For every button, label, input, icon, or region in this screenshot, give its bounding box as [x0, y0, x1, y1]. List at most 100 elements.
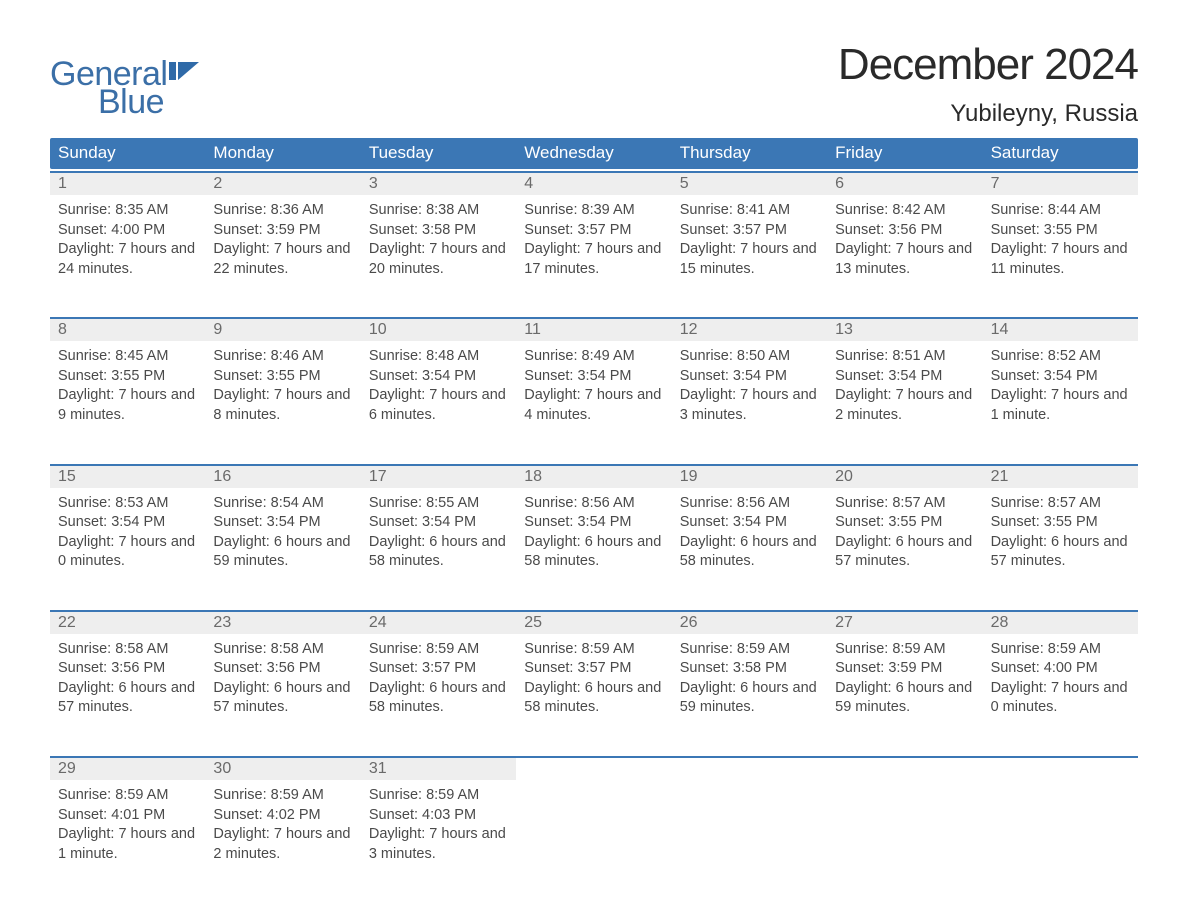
daylight-line: Daylight: 7 hours and 13 minutes.	[835, 240, 974, 279]
sunrise-line: Sunrise: 8:38 AM	[369, 201, 508, 221]
weekday-header: Friday	[827, 138, 982, 169]
daylight-line: Daylight: 7 hours and 2 minutes.	[213, 825, 352, 864]
location-label: Yubileyny, Russia	[838, 100, 1138, 128]
day-number: 17	[361, 466, 516, 488]
sunset-line: Sunset: 3:57 PM	[680, 221, 819, 241]
sunrise-line: Sunrise: 8:36 AM	[213, 201, 352, 221]
day-cell: .	[827, 758, 982, 888]
day-number: 1	[50, 173, 205, 195]
sunrise-line: Sunrise: 8:59 AM	[680, 640, 819, 660]
day-body: Sunrise: 8:36 AMSunset: 3:59 PMDaylight:…	[205, 195, 360, 303]
day-number: 18	[516, 466, 671, 488]
sunrise-line: Sunrise: 8:59 AM	[524, 640, 663, 660]
day-cell: .	[983, 758, 1138, 888]
sunrise-line: Sunrise: 8:56 AM	[680, 494, 819, 514]
sunset-line: Sunset: 4:00 PM	[991, 659, 1130, 679]
day-number: 29	[50, 758, 205, 780]
day-cell: 12Sunrise: 8:50 AMSunset: 3:54 PMDayligh…	[672, 319, 827, 449]
day-number: 25	[516, 612, 671, 634]
day-body: Sunrise: 8:42 AMSunset: 3:56 PMDaylight:…	[827, 195, 982, 303]
day-body: Sunrise: 8:38 AMSunset: 3:58 PMDaylight:…	[361, 195, 516, 303]
day-cell: 7Sunrise: 8:44 AMSunset: 3:55 PMDaylight…	[983, 173, 1138, 303]
day-cell: 24Sunrise: 8:59 AMSunset: 3:57 PMDayligh…	[361, 612, 516, 742]
logo-flag-icon	[169, 62, 199, 87]
day-body	[516, 780, 671, 810]
day-number: 10	[361, 319, 516, 341]
daylight-line: Daylight: 7 hours and 4 minutes.	[524, 386, 663, 425]
day-number: 7	[983, 173, 1138, 195]
day-body: Sunrise: 8:59 AMSunset: 3:59 PMDaylight:…	[827, 634, 982, 742]
week-row: 1Sunrise: 8:35 AMSunset: 4:00 PMDaylight…	[50, 171, 1138, 303]
day-cell: 17Sunrise: 8:55 AMSunset: 3:54 PMDayligh…	[361, 466, 516, 596]
daylight-line: Daylight: 7 hours and 3 minutes.	[680, 386, 819, 425]
daylight-line: Daylight: 7 hours and 15 minutes.	[680, 240, 819, 279]
day-cell: 10Sunrise: 8:48 AMSunset: 3:54 PMDayligh…	[361, 319, 516, 449]
daylight-line: Daylight: 6 hours and 58 minutes.	[369, 679, 508, 718]
header-area: General Blue December 2024 Yubileyny, Ru…	[50, 40, 1138, 128]
day-body: Sunrise: 8:59 AMSunset: 3:57 PMDaylight:…	[361, 634, 516, 742]
day-cell: 31Sunrise: 8:59 AMSunset: 4:03 PMDayligh…	[361, 758, 516, 888]
calendar: SundayMondayTuesdayWednesdayThursdayFrid…	[50, 138, 1138, 888]
day-body: Sunrise: 8:59 AMSunset: 3:57 PMDaylight:…	[516, 634, 671, 742]
week-row: 15Sunrise: 8:53 AMSunset: 3:54 PMDayligh…	[50, 464, 1138, 596]
sunrise-line: Sunrise: 8:42 AM	[835, 201, 974, 221]
daylight-line: Daylight: 7 hours and 0 minutes.	[58, 533, 197, 572]
sunset-line: Sunset: 3:56 PM	[58, 659, 197, 679]
day-cell: 28Sunrise: 8:59 AMSunset: 4:00 PMDayligh…	[983, 612, 1138, 742]
day-body: Sunrise: 8:55 AMSunset: 3:54 PMDaylight:…	[361, 488, 516, 596]
daylight-line: Daylight: 7 hours and 6 minutes.	[369, 386, 508, 425]
sunset-line: Sunset: 3:54 PM	[369, 513, 508, 533]
sunrise-line: Sunrise: 8:59 AM	[58, 786, 197, 806]
day-cell: 1Sunrise: 8:35 AMSunset: 4:00 PMDaylight…	[50, 173, 205, 303]
sunrise-line: Sunrise: 8:59 AM	[835, 640, 974, 660]
sunrise-line: Sunrise: 8:44 AM	[991, 201, 1130, 221]
day-number: 15	[50, 466, 205, 488]
sunrise-line: Sunrise: 8:48 AM	[369, 347, 508, 367]
day-number: 20	[827, 466, 982, 488]
day-number: 2	[205, 173, 360, 195]
day-cell: .	[672, 758, 827, 888]
day-number: 19	[672, 466, 827, 488]
day-number: 3	[361, 173, 516, 195]
daylight-line: Daylight: 6 hours and 57 minutes.	[58, 679, 197, 718]
week-row: 8Sunrise: 8:45 AMSunset: 3:55 PMDaylight…	[50, 317, 1138, 449]
sunset-line: Sunset: 3:54 PM	[213, 513, 352, 533]
daylight-line: Daylight: 6 hours and 57 minutes.	[835, 533, 974, 572]
sunset-line: Sunset: 3:59 PM	[835, 659, 974, 679]
sunrise-line: Sunrise: 8:35 AM	[58, 201, 197, 221]
day-body: Sunrise: 8:57 AMSunset: 3:55 PMDaylight:…	[983, 488, 1138, 596]
day-cell: 16Sunrise: 8:54 AMSunset: 3:54 PMDayligh…	[205, 466, 360, 596]
daylight-line: Daylight: 6 hours and 59 minutes.	[835, 679, 974, 718]
sunrise-line: Sunrise: 8:58 AM	[58, 640, 197, 660]
day-cell: 8Sunrise: 8:45 AMSunset: 3:55 PMDaylight…	[50, 319, 205, 449]
day-cell: 22 Sunrise: 8:58 AMSunset: 3:56 PMDayligh…	[50, 612, 205, 742]
sunset-line: Sunset: 3:54 PM	[835, 367, 974, 387]
day-cell: 26Sunrise: 8:59 AMSunset: 3:58 PMDayligh…	[672, 612, 827, 742]
daylight-line: Daylight: 6 hours and 58 minutes.	[524, 533, 663, 572]
sunset-line: Sunset: 3:55 PM	[213, 367, 352, 387]
daylight-line: Daylight: 6 hours and 58 minutes.	[680, 533, 819, 572]
sunset-line: Sunset: 3:54 PM	[58, 513, 197, 533]
sunset-line: Sunset: 3:56 PM	[213, 659, 352, 679]
day-body: Sunrise: 8:41 AMSunset: 3:57 PMDaylight:…	[672, 195, 827, 303]
sunset-line: Sunset: 3:54 PM	[524, 367, 663, 387]
day-cell: 11Sunrise: 8:49 AMSunset: 3:54 PMDayligh…	[516, 319, 671, 449]
day-number: 22	[50, 612, 205, 634]
daylight-line: Daylight: 7 hours and 3 minutes.	[369, 825, 508, 864]
day-body	[672, 780, 827, 810]
day-cell: 5Sunrise: 8:41 AMSunset: 3:57 PMDaylight…	[672, 173, 827, 303]
day-number: 27	[827, 612, 982, 634]
sunrise-line: Sunrise: 8:59 AM	[369, 786, 508, 806]
day-body: Sunrise: 8:59 AMSunset: 4:01 PMDaylight:…	[50, 780, 205, 888]
day-number: 6	[827, 173, 982, 195]
weekday-header: Tuesday	[361, 138, 516, 169]
sunset-line: Sunset: 3:55 PM	[991, 221, 1130, 241]
month-title: December 2024	[838, 40, 1138, 90]
sunrise-line: Sunrise: 8:46 AM	[213, 347, 352, 367]
sunrise-line: Sunrise: 8:39 AM	[524, 201, 663, 221]
sunset-line: Sunset: 3:55 PM	[58, 367, 197, 387]
day-number: 30	[205, 758, 360, 780]
sunrise-line: Sunrise: 8:54 AM	[213, 494, 352, 514]
day-cell: 25Sunrise: 8:59 AMSunset: 3:57 PMDayligh…	[516, 612, 671, 742]
week-row: 22Sunrise: 8:58 AMSunset: 3:56 PMDayligh…	[50, 610, 1138, 742]
